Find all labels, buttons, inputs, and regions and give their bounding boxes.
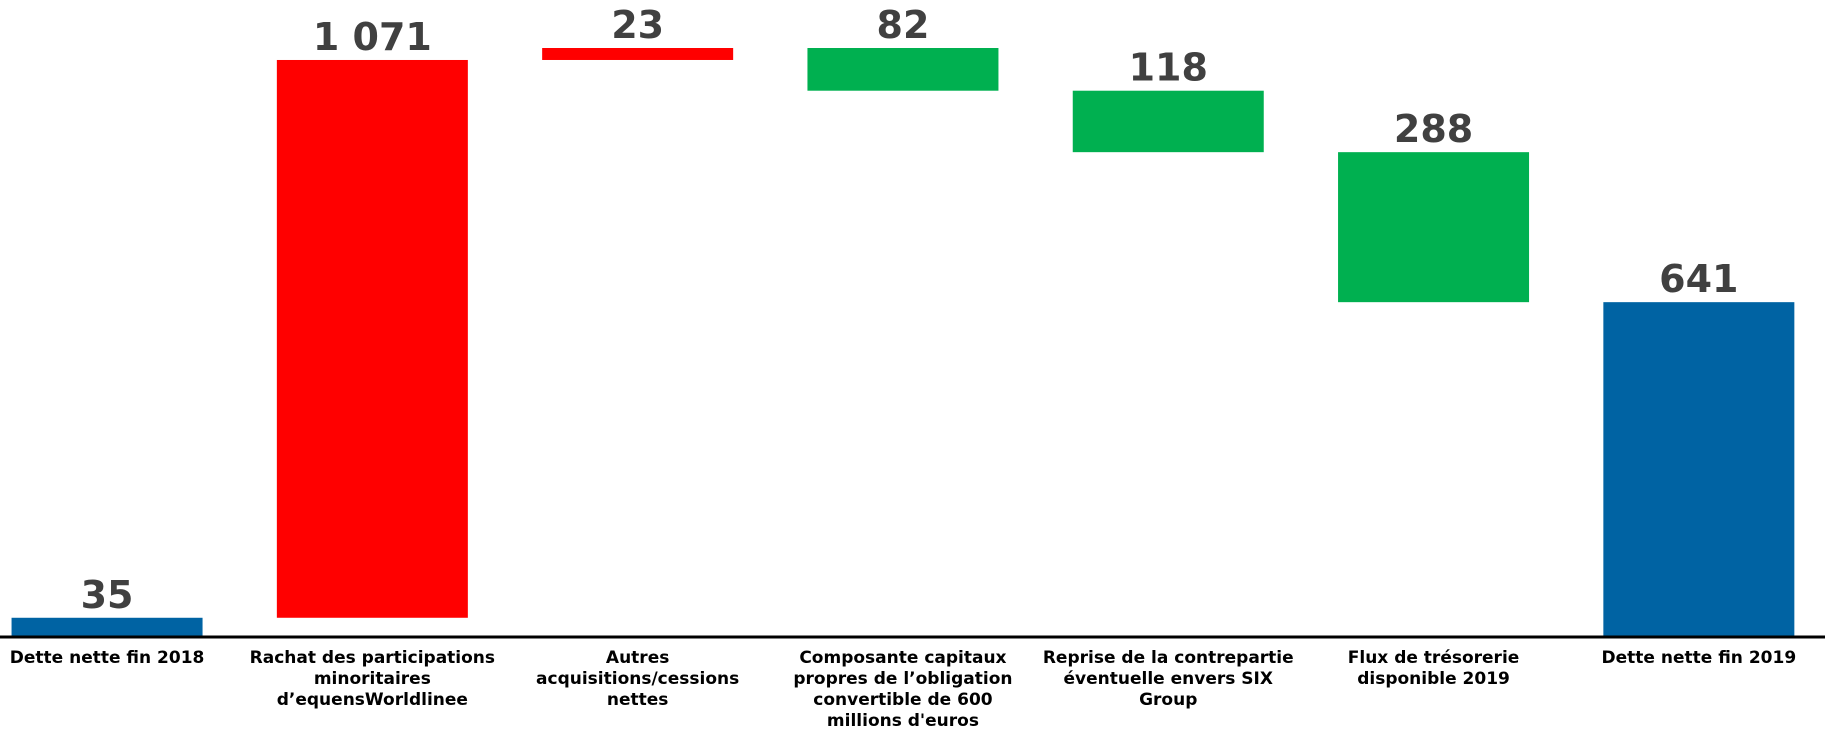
value-label: 35 xyxy=(81,573,134,617)
value-label: 641 xyxy=(1659,257,1738,301)
x-tick-label: Dette nette fin 2018 xyxy=(9,648,205,668)
value-label: 23 xyxy=(611,3,664,47)
bar xyxy=(542,48,734,60)
bar xyxy=(1603,302,1795,636)
value-label: 118 xyxy=(1129,46,1208,90)
x-tick-label: Reprise de la contrepartie éventuelle en… xyxy=(1042,648,1294,710)
value-label: 82 xyxy=(877,3,930,47)
x-tick-label: Composante capitaux propres de l’obligat… xyxy=(793,648,1013,731)
bar xyxy=(1072,90,1264,153)
x-tick-label: Dette nette fin 2019 xyxy=(1601,648,1797,668)
x-tick-label: Flux de trésorerie disponible 2019 xyxy=(1347,648,1520,689)
bar xyxy=(807,48,999,91)
bar xyxy=(11,617,203,636)
bar xyxy=(1338,152,1530,303)
x-tick-label: Autres acquisitions/cessions nettes xyxy=(536,648,740,710)
x-tick-label: Rachat des participations minoritaires d… xyxy=(249,648,496,710)
value-label: 1 071 xyxy=(313,15,432,59)
value-label: 288 xyxy=(1394,107,1473,151)
bar xyxy=(276,59,468,618)
